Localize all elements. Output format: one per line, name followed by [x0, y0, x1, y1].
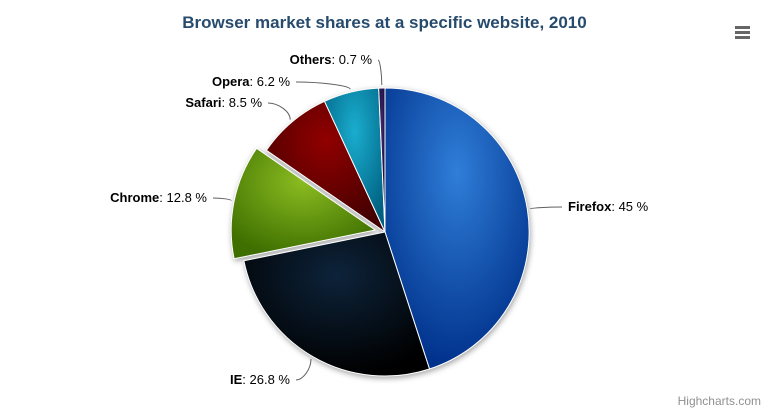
label-connector-others [377, 59, 383, 86]
label-connector-chrome [212, 197, 232, 202]
label-connector-firefox [529, 206, 563, 210]
pie-slice-firefox[interactable] [384, 87, 530, 370]
label-connector-ie [295, 358, 312, 381]
slice-label-chrome: Chrome: 12.8 % [110, 190, 207, 205]
hamburger-icon [735, 36, 750, 39]
label-connector-safari [267, 102, 291, 120]
slice-label-firefox: Firefox: 45 % [568, 199, 649, 214]
highcharts-credit-link[interactable]: Highcharts.com [677, 394, 761, 408]
hamburger-icon [735, 26, 750, 29]
hamburger-icon [735, 31, 750, 34]
pie-slice-ie[interactable] [243, 231, 430, 377]
chart-title: Browser market shares at a specific webs… [182, 13, 587, 32]
slice-label-opera: Opera: 6.2 % [211, 74, 290, 89]
label-connector-opera [295, 81, 351, 90]
pie-slice-chrome[interactable] [230, 147, 376, 260]
slice-label-ie: IE: 26.8 % [230, 372, 290, 387]
slice-label-safari: Safari: 8.5 % [185, 95, 262, 110]
slice-label-others: Others: 0.7 % [289, 52, 372, 67]
pie-slice-others[interactable] [378, 87, 386, 233]
export-menu-button[interactable] [731, 24, 754, 45]
